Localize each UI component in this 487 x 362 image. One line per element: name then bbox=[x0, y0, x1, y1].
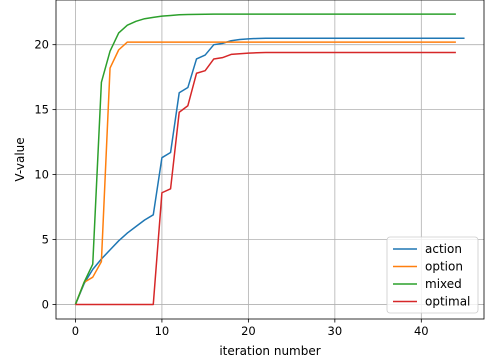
x-tick-label: 40 bbox=[414, 324, 429, 338]
legend-box bbox=[386, 236, 479, 314]
legend: action option mixed optimal bbox=[386, 236, 479, 314]
y-tick-label: 0 bbox=[42, 297, 49, 311]
series-line-optimal bbox=[75, 51, 456, 306]
x-tick-label: 20 bbox=[241, 324, 256, 338]
series-line-action bbox=[74, 37, 465, 305]
legend-label-mixed: mixed bbox=[425, 277, 462, 291]
legend-label-option: option bbox=[425, 260, 463, 274]
series-line-mixed bbox=[74, 13, 456, 305]
series-lines bbox=[74, 13, 465, 306]
series-line-option bbox=[74, 41, 456, 305]
y-tick-label: 15 bbox=[34, 103, 49, 117]
axis-ticks: 0 10 20 30 40 0 5 10 15 20 bbox=[34, 38, 428, 338]
y-tick-label: 5 bbox=[42, 233, 49, 247]
y-tick-label: 10 bbox=[34, 168, 49, 182]
x-tick-label: 30 bbox=[328, 324, 343, 338]
plot-frame bbox=[55, 0, 485, 320]
x-tick-label: 10 bbox=[155, 324, 170, 338]
x-axis-label: iteration number bbox=[219, 344, 320, 358]
legend-label-action: action bbox=[425, 242, 462, 256]
legend-label-optimal: optimal bbox=[425, 295, 470, 309]
y-tick-label: 20 bbox=[34, 38, 49, 52]
x-tick-label: 0 bbox=[72, 324, 79, 338]
y-axis-label: V-value bbox=[13, 137, 27, 181]
